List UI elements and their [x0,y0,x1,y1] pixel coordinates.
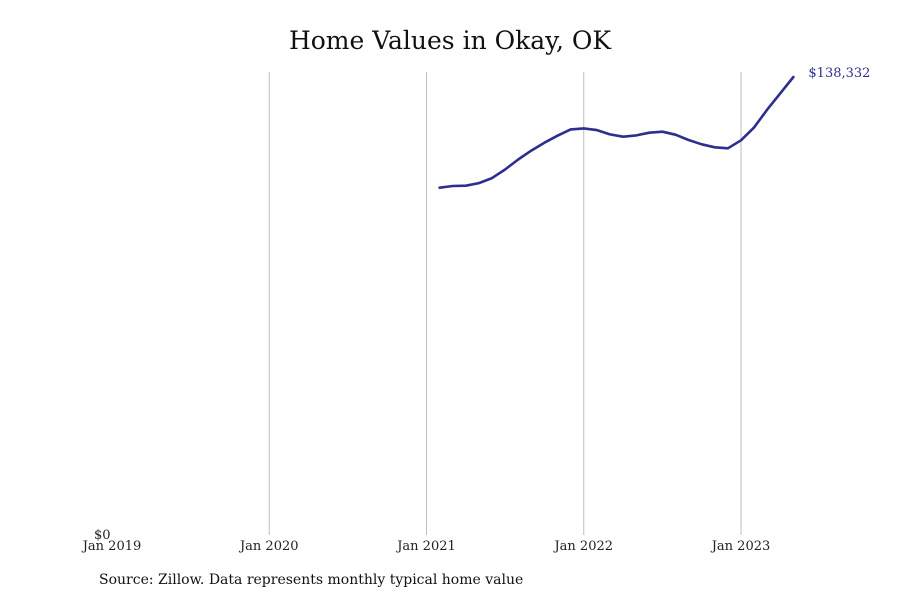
x-tick-label: Jan 2022 [552,539,613,554]
y-tick-label: $0 [94,528,111,543]
x-tick-label: Jan 2021 [395,539,456,554]
source-note: Source: Zillow. Data represents monthly … [99,572,524,588]
end-value-label: $138,332 [808,66,870,81]
gridlines [268,72,742,535]
x-tick-label: Jan 2023 [710,539,771,554]
x-axis-ticks: Jan 2019 Jan 2020 Jan 2021 Jan 2022 Jan 2023 [81,539,771,554]
chart-title: Home Values in Okay, OK [288,26,612,55]
x-tick-label: Jan 2019 [81,539,142,554]
x-tick-label: Jan 2020 [238,539,299,554]
series-line [438,75,795,189]
